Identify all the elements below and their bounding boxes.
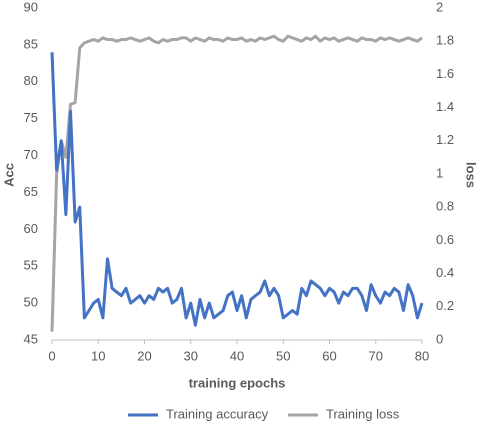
y2-tick-label: 1.6 — [436, 66, 454, 81]
x-tick-label: 80 — [415, 348, 429, 363]
x-tick-label: 50 — [276, 348, 290, 363]
y2-tick-label: 1.4 — [436, 99, 454, 114]
y2-tick-label: 1.8 — [436, 33, 454, 48]
y2-tick-label: 0.6 — [436, 232, 454, 247]
y2-tick-label: 0.4 — [436, 265, 454, 280]
x-tick-label: 10 — [91, 348, 105, 363]
x-tick-label: 0 — [48, 348, 55, 363]
line-series — [50, 52, 424, 327]
y-axis-label: Acc — [1, 163, 16, 187]
x-tick-label: 60 — [322, 348, 336, 363]
y-tick-label: 75 — [24, 110, 38, 125]
y-tick-label: 85 — [24, 36, 38, 51]
line-series — [50, 34, 423, 332]
legend-label: Training loss — [326, 406, 400, 421]
y-tick-label: 65 — [24, 184, 38, 199]
y2-tick-label: 0.8 — [436, 199, 454, 214]
legend-label: Training accuracy — [166, 406, 269, 421]
y-tick-label: 60 — [24, 221, 38, 236]
x-tick-label: 30 — [184, 348, 198, 363]
x-tick-label: 40 — [230, 348, 244, 363]
y-tick-label: 55 — [24, 258, 38, 273]
y2-tick-label: 2 — [436, 0, 443, 14]
x-tick-label: 70 — [369, 348, 383, 363]
y2-axis-label: loss — [464, 162, 479, 188]
y2-tick-label: 1.2 — [436, 132, 454, 147]
y2-tick-label: 0.2 — [436, 298, 454, 313]
x-axis-label: training epochs — [189, 375, 286, 390]
y-tick-label: 50 — [24, 295, 38, 310]
y-tick-label: 45 — [24, 331, 38, 346]
y-tick-label: 80 — [24, 73, 38, 88]
x-tick-label: 20 — [137, 348, 151, 363]
y-tick-label: 90 — [24, 0, 38, 14]
y-tick-label: 70 — [24, 147, 38, 162]
y2-tick-label: 0 — [436, 331, 443, 346]
y2-tick-label: 1 — [436, 165, 443, 180]
